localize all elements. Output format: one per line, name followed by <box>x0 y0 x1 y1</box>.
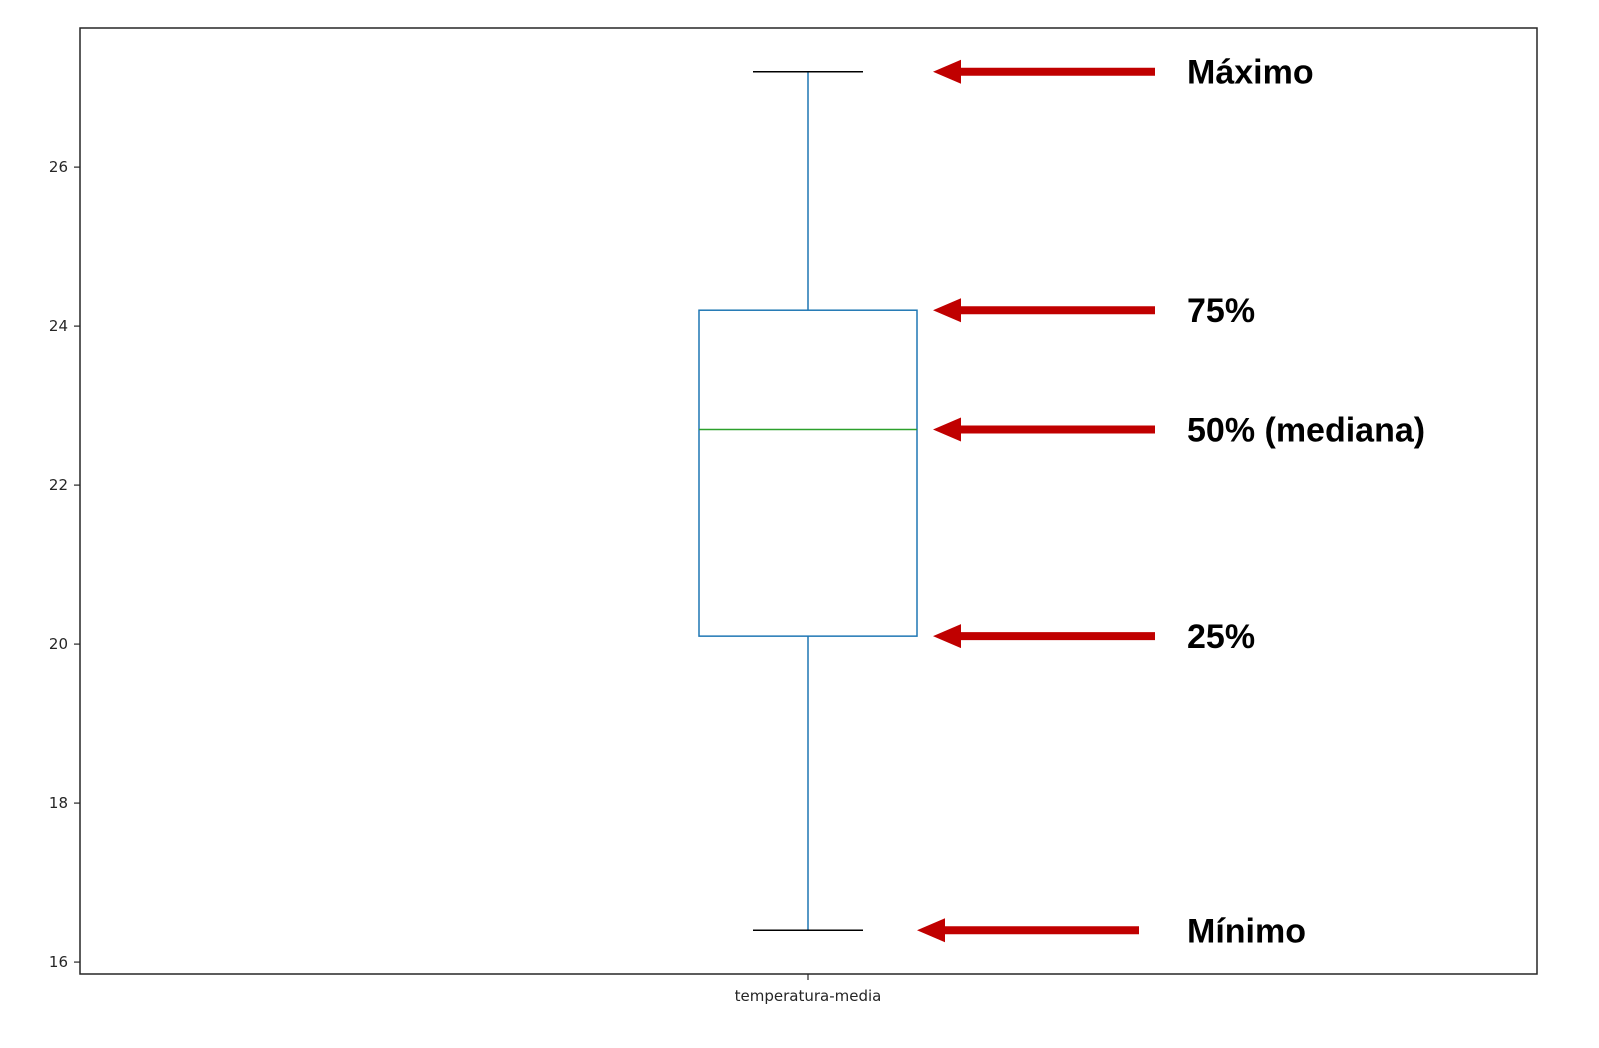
interquartile-box <box>698 309 918 637</box>
label-median: 50% (mediana) <box>1187 411 1425 449</box>
y-tick-label-20: 20 <box>49 635 68 653</box>
y-axis-ticks: 16 18 20 22 24 26 <box>49 158 80 971</box>
arrow-q1-head <box>933 624 961 649</box>
y-tick-label-16: 16 <box>49 953 68 971</box>
y-tick-label-22: 22 <box>49 476 68 494</box>
annotations: Máximo 75% 50% (mediana) 25% Mínimo <box>917 54 1425 950</box>
arrow-max-head <box>933 59 961 84</box>
arrow-min-head <box>917 918 945 943</box>
box-plot <box>698 70 918 932</box>
label-min: Mínimo <box>1187 912 1306 950</box>
label-q3: 75% <box>1187 292 1255 330</box>
label-max: Máximo <box>1187 54 1314 92</box>
label-q1: 25% <box>1187 618 1255 656</box>
y-tick-label-26: 26 <box>49 158 68 176</box>
arrow-median-head <box>933 417 961 442</box>
arrow-q3-head <box>933 298 961 323</box>
y-tick-label-18: 18 <box>49 794 68 812</box>
x-axis-ticks: temperatura-media <box>735 974 882 1005</box>
y-tick-label-24: 24 <box>49 317 68 335</box>
x-tick-label-0: temperatura-media <box>735 987 882 1005</box>
